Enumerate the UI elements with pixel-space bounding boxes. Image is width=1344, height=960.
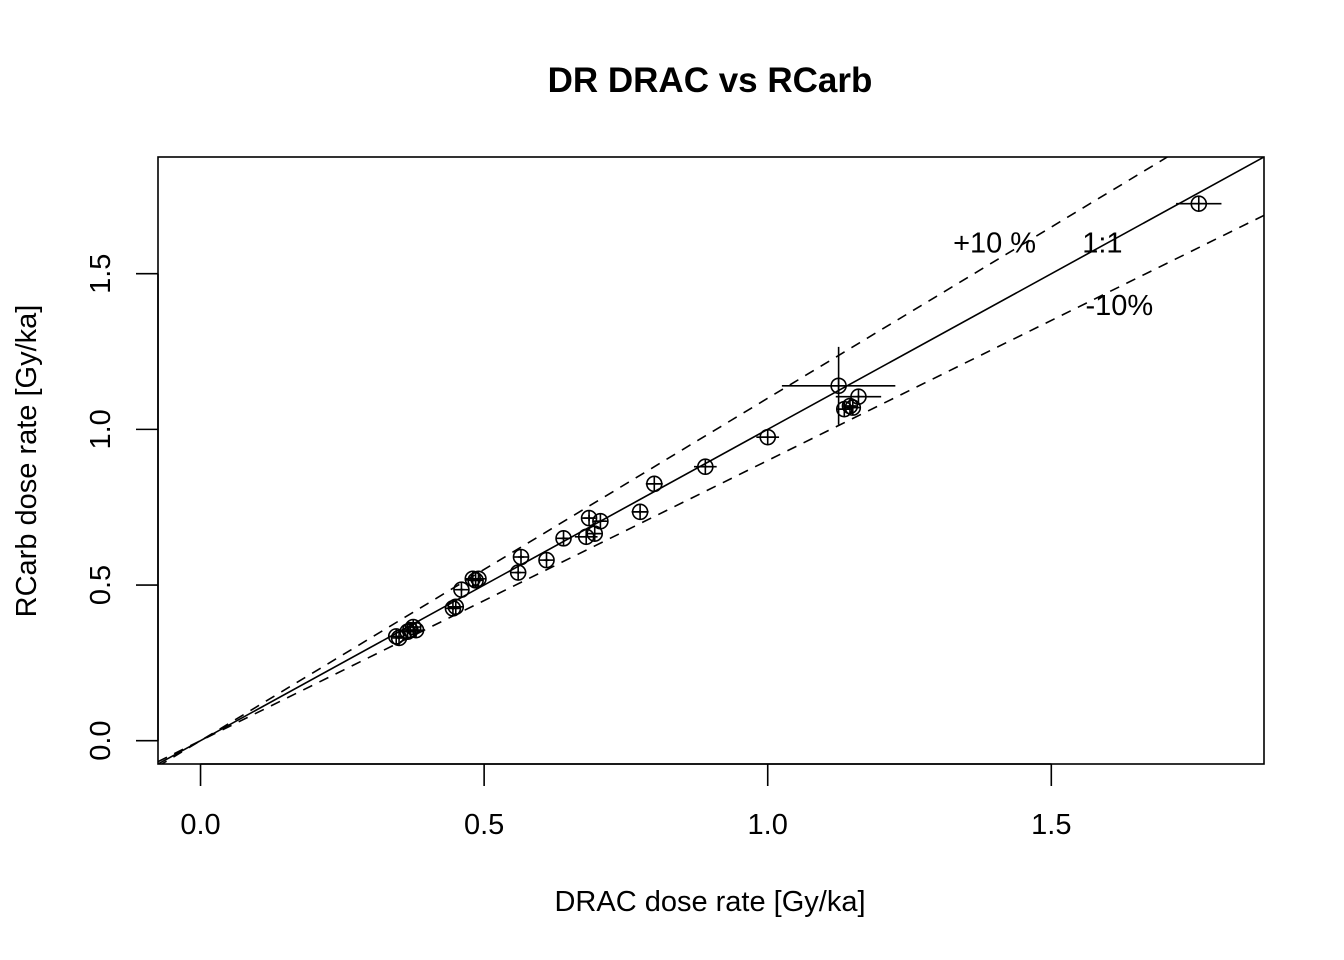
point-marker: [631, 503, 649, 521]
point-marker: [512, 548, 530, 566]
point-marker: [1190, 195, 1208, 212]
data-point: [407, 621, 425, 639]
chart-title: DR DRAC vs RCarb: [548, 61, 873, 100]
point-marker: [592, 512, 609, 530]
point-marker: [538, 551, 555, 569]
point-marker: [387, 628, 405, 645]
reference-line-label-0: 1:1: [1082, 228, 1122, 260]
data-point: [631, 503, 649, 521]
data-point: [538, 551, 555, 569]
reference-line-label-2: -10%: [1086, 290, 1154, 322]
x-tick-label: 1.5: [1031, 809, 1071, 841]
data-point: [592, 512, 609, 530]
y-axis-label: RCarb dose rate [Gy/ka]: [11, 305, 43, 618]
data-point: [756, 428, 780, 446]
point-marker: [390, 629, 408, 647]
point-marker: [399, 623, 416, 641]
y-axis: 0.0 0.5 1.0 1.5: [85, 254, 159, 761]
x-tick-label: 1.0: [748, 809, 788, 841]
point-marker: [453, 581, 470, 598]
data-point: [470, 570, 487, 588]
point-marker: [577, 528, 595, 546]
data-point: [390, 629, 408, 647]
point-marker: [444, 600, 462, 617]
reference-line-label-1: +10 %: [953, 228, 1036, 260]
data-point: [453, 581, 470, 598]
data-point: [509, 564, 527, 581]
point-marker: [844, 399, 862, 416]
data-point: [693, 458, 717, 476]
point-marker: [555, 530, 572, 547]
point-marker: [830, 377, 847, 395]
data-point: [835, 388, 882, 405]
data-point: [781, 346, 896, 425]
reference-line-2: [158, 214, 1264, 763]
data-point: [555, 530, 572, 547]
x-axis: 0.0 0.5 1.0 1.5: [180, 763, 1071, 841]
y-tick-label: 0.5: [85, 565, 117, 605]
y-tick-label: 0.0: [85, 720, 117, 760]
data-point: [586, 525, 604, 542]
point-marker: [470, 570, 487, 588]
data-point: [574, 528, 598, 546]
x-axis-label: DRAC dose rate [Gy/ka]: [554, 886, 865, 918]
line-annotations: 1:1 +10 % -10%: [953, 228, 1153, 322]
point-marker: [580, 509, 598, 527]
x-tick-label: 0.0: [180, 809, 220, 841]
point-marker: [759, 428, 777, 446]
y-tick-label: 1.0: [85, 409, 117, 449]
data-point: [645, 475, 663, 493]
data-point: [404, 618, 422, 636]
point-marker: [697, 458, 714, 476]
point-marker: [447, 598, 465, 616]
point-marker: [407, 621, 425, 639]
x-tick-label: 0.5: [464, 809, 504, 841]
data-point: [447, 598, 465, 616]
data-point: [1176, 195, 1222, 212]
point-marker: [509, 564, 527, 581]
reference-line-0: [158, 157, 1264, 764]
point-marker: [645, 475, 663, 493]
reference-lines: [158, 157, 1264, 764]
point-marker: [467, 572, 484, 589]
data-points: [387, 195, 1222, 647]
y-tick-label: 1.5: [85, 254, 117, 294]
point-marker: [841, 397, 859, 415]
point-marker: [404, 618, 422, 636]
point-marker: [850, 388, 867, 405]
data-point: [512, 548, 530, 566]
reference-line-1: [160, 157, 1169, 764]
